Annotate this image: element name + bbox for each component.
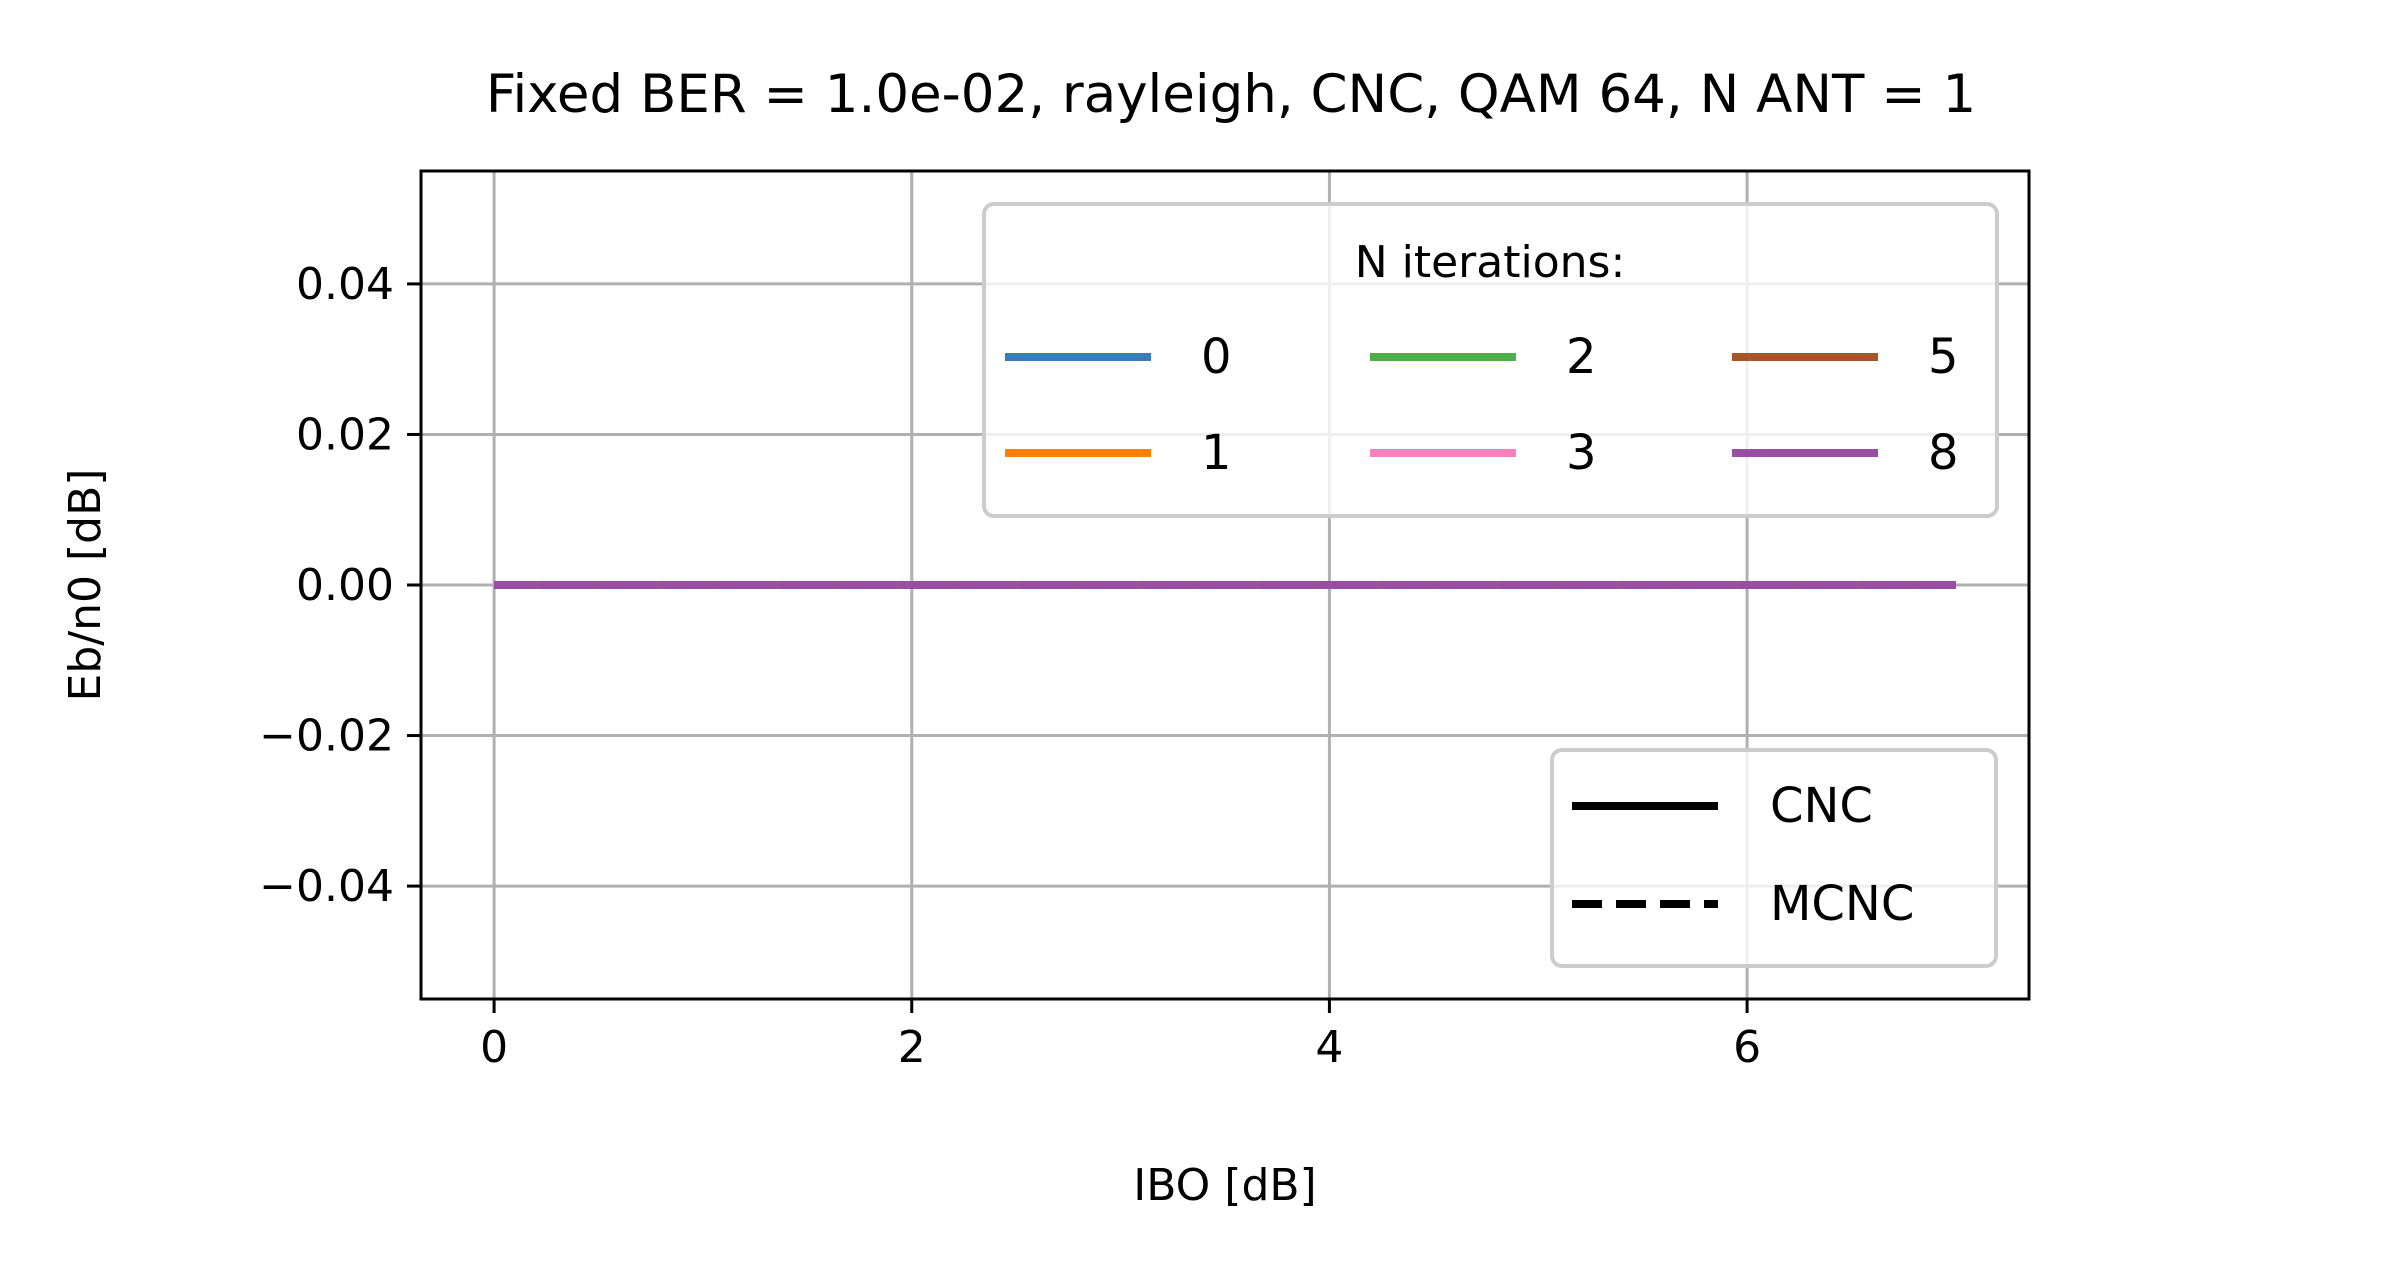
y-tick-label: −0.04: [259, 861, 394, 912]
chart-title: Fixed BER = 1.0e-02, rayleigh, CNC, QAM …: [486, 64, 1976, 125]
legend-iterations-title: N iterations:: [1355, 237, 1626, 288]
legend-iterations-label: 2: [1566, 329, 1597, 385]
legend-iterations-label: 0: [1201, 329, 1232, 385]
legend-method-label: MCNC: [1770, 876, 1914, 932]
x-tick-label: 0: [480, 1022, 508, 1073]
legend-iterations-label: 3: [1566, 425, 1597, 481]
x-tick-label: 6: [1733, 1022, 1761, 1073]
legend-method-label: CNC: [1770, 778, 1873, 834]
x-tick-label: 2: [898, 1022, 926, 1073]
y-tick-label: 0.02: [296, 409, 394, 460]
y-axis-label: Eb/n0 [dB]: [60, 469, 111, 702]
legend-iterations-label: 1: [1201, 425, 1232, 481]
legend-iterations-label: 8: [1928, 425, 1959, 481]
y-tick-label: −0.02: [259, 711, 394, 762]
y-tick-label: 0.04: [296, 259, 394, 310]
y-tick-label: 0.00: [296, 560, 394, 611]
legend-method: CNC MCNC: [1550, 748, 1998, 968]
legend-iterations-label: 5: [1928, 329, 1959, 385]
ticks: 0 2 4 6 −0.04 −0.02 0.00 0.02 0.04: [259, 259, 1761, 1073]
x-tick-label: 4: [1315, 1022, 1343, 1073]
legend-iterations: N iterations: 0 1 2 3 5 8: [982, 202, 1999, 518]
x-axis-label: IBO [dB]: [1133, 1160, 1316, 1211]
